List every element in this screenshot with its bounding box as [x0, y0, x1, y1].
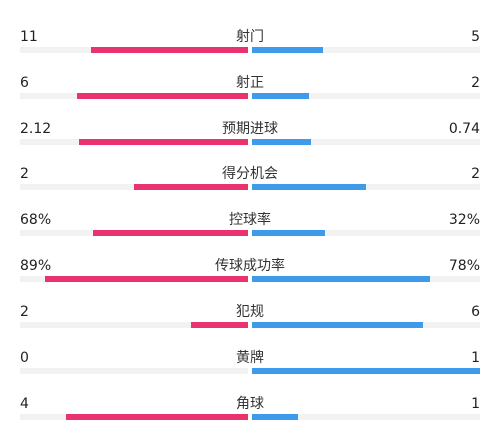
home-bar-track — [20, 414, 248, 420]
away-value: 78% — [448, 258, 480, 274]
away-bar-track — [252, 276, 480, 282]
away-bar — [252, 230, 325, 236]
stat-row: 89% 传球成功率 78% — [0, 257, 500, 303]
stat-label: 射门 — [236, 29, 264, 45]
away-bar-track — [252, 368, 480, 374]
home-bar-track — [20, 184, 248, 190]
home-bar — [90, 47, 248, 53]
away-value: 2 — [471, 75, 480, 91]
stat-row: 6 射正 2 — [0, 74, 500, 120]
away-value: 1 — [471, 350, 480, 366]
home-value: 2 — [20, 304, 29, 320]
stat-label: 射正 — [236, 75, 264, 91]
away-value: 0.74 — [448, 121, 480, 137]
home-bar-track — [20, 276, 248, 282]
away-value: 5 — [471, 29, 480, 45]
home-value: 68% — [20, 212, 52, 228]
stat-label: 角球 — [236, 396, 264, 412]
away-bar-track — [252, 230, 480, 236]
stat-label: 预期进球 — [222, 121, 278, 137]
home-bar — [134, 184, 248, 190]
stat-row: 2.12 预期进球 0.74 — [0, 120, 500, 166]
away-bar-track — [252, 139, 480, 145]
home-bar — [77, 93, 248, 99]
home-value: 6 — [20, 75, 29, 91]
home-bar — [65, 414, 248, 420]
home-bar — [191, 322, 248, 328]
stat-row: 4 角球 1 — [0, 395, 500, 441]
away-bar — [252, 184, 366, 190]
away-value: 6 — [471, 304, 480, 320]
stat-label: 传球成功率 — [215, 258, 285, 274]
home-bar-track — [20, 139, 248, 145]
home-value: 11 — [20, 29, 38, 45]
home-value: 0 — [20, 350, 29, 366]
stat-label: 控球率 — [229, 212, 271, 228]
stat-label: 得分机会 — [222, 166, 278, 182]
home-bar-track — [20, 47, 248, 53]
home-bar — [45, 276, 248, 282]
home-bar-track — [20, 368, 248, 374]
away-bar — [252, 276, 430, 282]
home-value: 2.12 — [20, 121, 52, 137]
home-bar-track — [20, 93, 248, 99]
away-value: 2 — [471, 166, 480, 182]
home-value: 2 — [20, 166, 29, 182]
stat-row: 2 得分机会 2 — [0, 165, 500, 211]
away-bar — [252, 322, 423, 328]
home-bar — [92, 230, 248, 236]
stat-row: 2 犯规 6 — [0, 303, 500, 349]
home-value: 89% — [20, 258, 52, 274]
home-bar-track — [20, 322, 248, 328]
away-bar-track — [252, 47, 480, 53]
away-bar — [252, 368, 480, 374]
home-bar — [79, 139, 248, 145]
stat-label: 黄牌 — [236, 350, 264, 366]
away-bar-track — [252, 414, 480, 420]
stat-row: 11 射门 5 — [0, 28, 500, 74]
stat-row: 0 黄牌 1 — [0, 349, 500, 395]
away-value: 1 — [471, 396, 480, 412]
away-bar — [252, 47, 323, 53]
stat-label: 犯规 — [236, 304, 264, 320]
away-bar-track — [252, 184, 480, 190]
home-bar-track — [20, 230, 248, 236]
away-value: 32% — [448, 212, 480, 228]
away-bar — [252, 414, 298, 420]
home-value: 4 — [20, 396, 29, 412]
away-bar-track — [252, 322, 480, 328]
away-bar-track — [252, 93, 480, 99]
stat-row: 68% 控球率 32% — [0, 211, 500, 257]
away-bar — [252, 93, 309, 99]
away-bar — [252, 139, 312, 145]
